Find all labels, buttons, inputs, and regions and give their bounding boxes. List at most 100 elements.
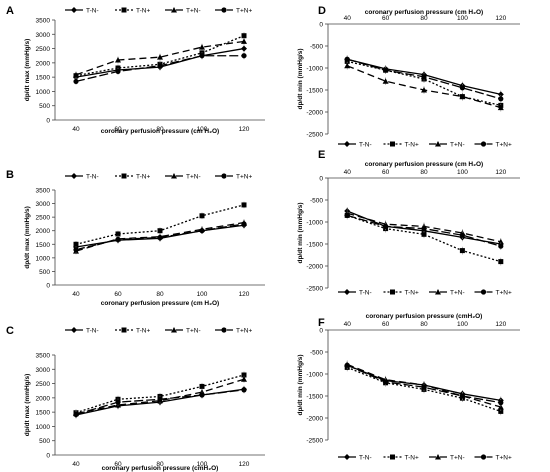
data-point bbox=[115, 231, 121, 237]
series-line bbox=[347, 60, 501, 107]
x-tick-label: 40 bbox=[72, 291, 80, 298]
legend-marker bbox=[344, 289, 350, 295]
data-point bbox=[421, 226, 427, 232]
chart-panel-f: F0 -500 -1000 -1500 -2000 -2500 40 60 80 100 120 co… bbox=[297, 313, 520, 462]
legend-label: T-N- bbox=[86, 174, 99, 181]
x-axis-title: coronary perfusion pressure (cm H₂O) bbox=[101, 128, 219, 135]
y-tick-label: -2000 bbox=[306, 416, 323, 423]
y-tick-label: -1000 bbox=[306, 372, 323, 379]
legend-label: T+N+ bbox=[236, 328, 252, 335]
y-tick-label: 3000 bbox=[36, 367, 51, 374]
y-tick-label: 1500 bbox=[36, 410, 51, 417]
data-point bbox=[241, 387, 247, 393]
chart-panel-a: A 0 500 1000 1500 2000 2500 3000 3500 40 60 80 100 12… bbox=[6, 5, 265, 135]
legend-label: T+N- bbox=[450, 455, 465, 462]
data-point bbox=[344, 362, 350, 368]
data-point bbox=[241, 372, 247, 378]
legend-label: T-N+ bbox=[136, 174, 150, 181]
data-point bbox=[383, 67, 389, 73]
legend: T-N- T-N+ T+N- T+N+ bbox=[65, 7, 252, 15]
series-line bbox=[75, 374, 245, 414]
data-point bbox=[421, 74, 427, 80]
legend-marker bbox=[121, 173, 127, 179]
y-tick-label: 3500 bbox=[36, 353, 51, 360]
x-tick-label: 60 bbox=[114, 126, 122, 133]
x-tick-label: 100 bbox=[457, 321, 468, 328]
x-tick-label: 80 bbox=[420, 321, 428, 328]
legend-label: T+N- bbox=[186, 174, 201, 181]
data-point bbox=[73, 247, 79, 253]
chart-panel-d: D 0 -500 -1000 -1500 -2000 -2500 40 60 80 100 120 co… bbox=[297, 5, 520, 149]
legend-label: T-N- bbox=[86, 8, 99, 15]
data-point bbox=[73, 241, 79, 247]
y-tick-label: -1000 bbox=[306, 220, 323, 227]
x-tick-label: 60 bbox=[382, 169, 390, 176]
legend-marker bbox=[435, 141, 441, 147]
y-tick-label: -1500 bbox=[306, 394, 323, 401]
legend: T-N- T-N+ T+N- T+N+ bbox=[338, 141, 512, 149]
panel-label: B bbox=[6, 169, 14, 181]
legend-label: T-N+ bbox=[405, 455, 419, 462]
y-axis-title: dp/dt max (mmHg/s) bbox=[24, 39, 31, 101]
data-point bbox=[498, 259, 504, 265]
data-point bbox=[344, 56, 350, 62]
legend-marker bbox=[344, 141, 350, 147]
data-point bbox=[459, 248, 465, 254]
x-tick-label: 100 bbox=[197, 126, 208, 133]
data-point bbox=[383, 379, 389, 385]
x-tick-label: 40 bbox=[72, 126, 80, 133]
y-tick-label: 2000 bbox=[36, 395, 51, 402]
y-axis-title: dp/dt max (mmHg/s) bbox=[24, 206, 31, 268]
data-point bbox=[199, 228, 205, 234]
legend-label: T+N- bbox=[450, 290, 465, 297]
series-T+N+ bbox=[344, 361, 504, 407]
data-point bbox=[73, 411, 79, 418]
legend: T-N- T-N+ T+N- T+N+ bbox=[338, 454, 512, 462]
series-T+N- bbox=[344, 61, 504, 112]
x-tick-label: 120 bbox=[239, 291, 250, 298]
y-tick-label: 500 bbox=[39, 103, 50, 110]
y-tick-label: 1000 bbox=[36, 255, 51, 262]
x-tick-label: 100 bbox=[457, 169, 468, 176]
legend-marker bbox=[221, 173, 227, 179]
data-point bbox=[497, 404, 504, 410]
data-point bbox=[459, 232, 465, 238]
data-point bbox=[157, 396, 163, 402]
x-tick-label: 120 bbox=[495, 321, 506, 328]
legend-marker bbox=[171, 327, 177, 333]
legend-marker bbox=[121, 7, 127, 13]
x-tick-label: 120 bbox=[495, 169, 506, 176]
legend-marker bbox=[71, 327, 77, 333]
data-point bbox=[73, 78, 79, 85]
y-tick-label: -2500 bbox=[306, 438, 323, 445]
x-tick-label: 80 bbox=[420, 15, 428, 22]
x-tick-label: 40 bbox=[72, 461, 80, 468]
legend-label: T+N+ bbox=[496, 455, 512, 462]
data-point bbox=[241, 53, 247, 59]
data-point bbox=[241, 38, 247, 44]
data-point bbox=[199, 44, 205, 50]
legend-label: T-N- bbox=[359, 455, 372, 462]
data-point bbox=[199, 392, 205, 398]
y-tick-label: 500 bbox=[39, 438, 50, 445]
legend-label: T-N+ bbox=[136, 328, 150, 335]
x-axis-title: coronary perfusion pressure (cmH₂O) bbox=[366, 313, 483, 320]
data-point bbox=[498, 243, 504, 249]
y-tick-label: -2000 bbox=[306, 264, 323, 271]
x-tick-label: 120 bbox=[239, 126, 250, 133]
y-tick-label: -1500 bbox=[306, 88, 323, 95]
x-tick-label: 40 bbox=[344, 15, 352, 22]
panel-label: E bbox=[318, 149, 325, 161]
y-tick-label: -2500 bbox=[306, 286, 323, 293]
legend-label: T-N- bbox=[359, 142, 372, 149]
series-T+N+ bbox=[344, 55, 504, 103]
y-axis-title: dp/dt min (mmHg/s) bbox=[297, 48, 304, 109]
legend-marker bbox=[480, 289, 487, 295]
legend-label: T+N- bbox=[186, 8, 201, 15]
data-point bbox=[157, 54, 163, 60]
series-T+N+ bbox=[73, 220, 247, 254]
data-point bbox=[241, 45, 247, 52]
y-tick-label: 2000 bbox=[36, 60, 51, 67]
x-tick-label: 100 bbox=[457, 15, 468, 22]
legend-label: T+N+ bbox=[496, 142, 512, 149]
